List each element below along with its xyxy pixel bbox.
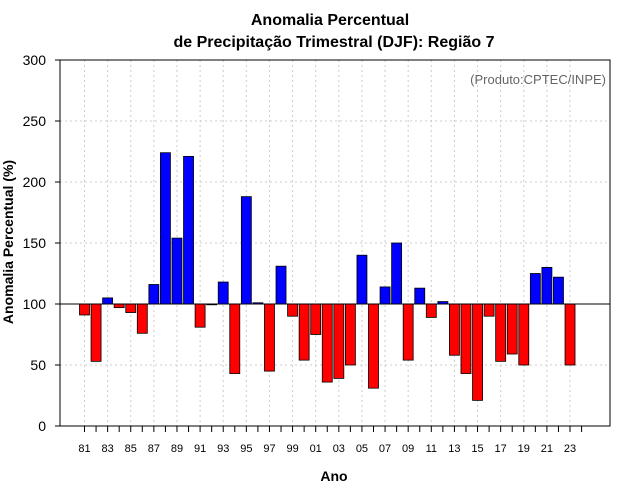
bar-23 [564, 303, 576, 366]
x-tick-label: 01 [310, 443, 322, 455]
bar-83 [102, 297, 114, 305]
y-tick-label: 0 [38, 418, 46, 434]
bar-02 [321, 303, 333, 383]
bar-95 [240, 196, 252, 305]
bar-91 [194, 303, 206, 328]
x-axis: 81 83 85 87 89 91 93 95 97 99 01 03 05 07 09 11 13 15 17 19… [78, 426, 583, 455]
bar-88 [160, 152, 171, 305]
bar-19 [518, 303, 530, 366]
bar-18 [506, 303, 518, 355]
y-tick-label: 300 [23, 52, 47, 68]
bar-85 [125, 303, 137, 313]
bar-06 [368, 303, 379, 389]
x-tick-label: 21 [541, 443, 553, 455]
bar-13 [449, 303, 460, 356]
x-tick-label: 81 [78, 443, 90, 455]
y-axis-title: Anomalia Percentual (%) [0, 160, 16, 324]
bar-90 [183, 155, 194, 305]
x-tick-label: 23 [564, 443, 576, 455]
x-tick-label: 17 [495, 443, 507, 455]
x-tick-label: 93 [217, 443, 229, 455]
bar-81 [79, 303, 90, 316]
bars [79, 152, 576, 401]
bar-86 [136, 303, 148, 334]
x-tick-label: 07 [379, 443, 391, 455]
x-tick-label: 15 [471, 443, 483, 455]
bar-94 [229, 303, 241, 374]
x-tick-label: 11 [426, 443, 437, 455]
chart-title-line1: Anomalia Percentual [251, 12, 409, 29]
bar-87 [148, 284, 160, 305]
x-axis-title: Ano [320, 468, 347, 484]
y-tick-label: 50 [30, 357, 46, 373]
x-tick-label: 13 [448, 443, 460, 455]
x-tick-label: 99 [286, 443, 298, 455]
bar-20 [529, 273, 541, 305]
x-tick-label: 09 [402, 443, 414, 455]
y-tick-label: 100 [23, 296, 47, 312]
bar-01 [310, 303, 322, 335]
y-tick-label: 250 [23, 113, 47, 129]
bar-97 [264, 303, 275, 372]
y-tick-label: 200 [23, 174, 47, 190]
bar-99 [287, 303, 298, 317]
bar-84 [113, 303, 125, 309]
y-axis: 0 50 100 150 200 250 300 [23, 52, 60, 434]
bar-07 [379, 286, 391, 305]
x-tick-label: 95 [240, 443, 252, 455]
bar-09 [402, 303, 414, 361]
x-tick-label: 87 [148, 443, 160, 455]
x-tick-label: 03 [333, 443, 345, 455]
bar-82 [90, 303, 102, 362]
bar-16 [483, 303, 495, 317]
bar-14 [460, 303, 472, 374]
bar-05 [356, 254, 368, 305]
x-tick-label: 19 [518, 443, 530, 455]
bar-21 [541, 266, 553, 305]
y-tick-label: 150 [23, 235, 47, 251]
bar-17 [495, 303, 507, 362]
bar-93 [217, 281, 229, 305]
x-tick-label: 97 [263, 443, 275, 455]
bar-15 [472, 303, 483, 401]
bar-11 [425, 303, 437, 318]
chart-title-line2: de Precipitação Trimestral (DJF): Região… [174, 34, 495, 51]
bar-98 [275, 265, 287, 305]
bar-22 [553, 276, 564, 305]
bar-10 [414, 287, 426, 305]
bar-08 [391, 242, 403, 305]
x-tick-label: 89 [171, 443, 183, 455]
bar-04 [344, 303, 356, 366]
bar-00 [298, 303, 310, 361]
credit-text: (Produto:CPTEC/INPE) [470, 72, 606, 87]
x-tick-label: 91 [194, 443, 206, 455]
x-tick-label: 85 [125, 443, 137, 455]
x-tick-label: 05 [356, 443, 368, 455]
bar-89 [171, 237, 183, 305]
x-tick-label: 83 [101, 443, 113, 455]
bar-03 [333, 303, 345, 379]
